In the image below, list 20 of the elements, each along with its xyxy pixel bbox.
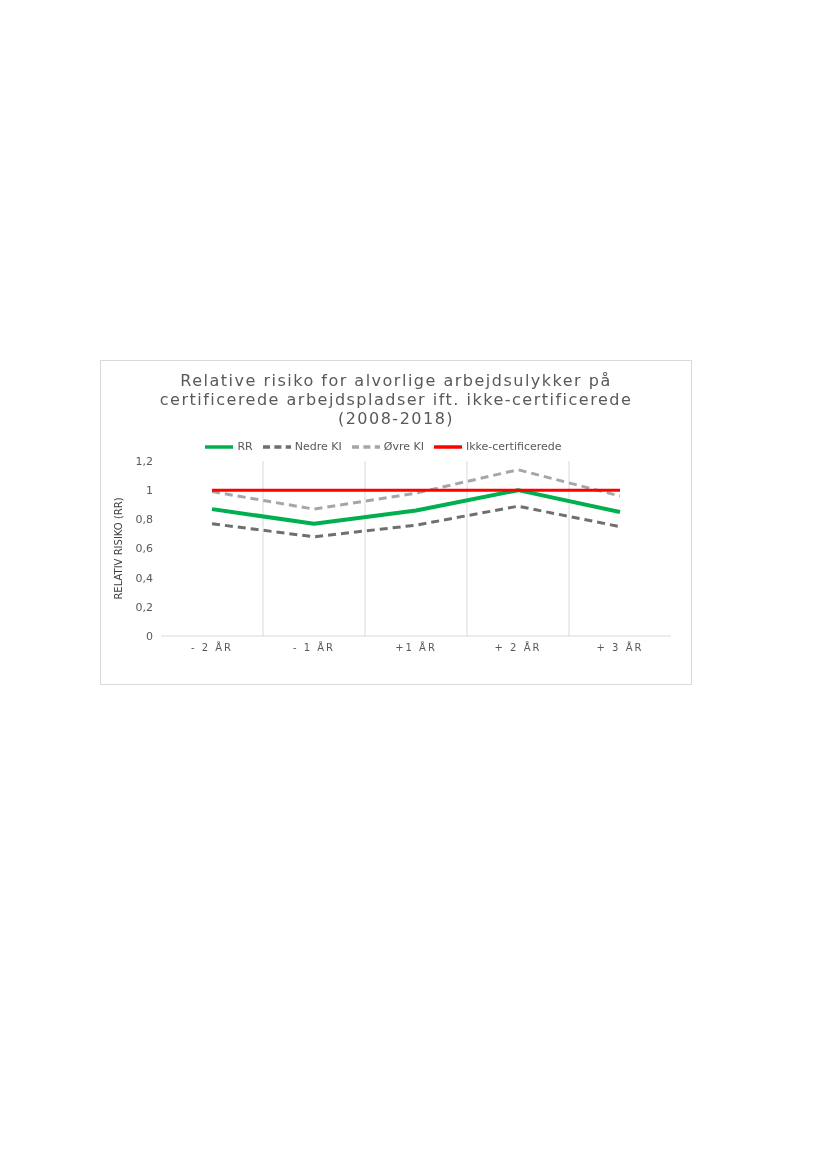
legend-label: Øvre KI bbox=[383, 440, 424, 453]
legend-label: RR bbox=[237, 440, 253, 453]
x-tick-label: - 1 ÅR bbox=[292, 641, 336, 654]
x-tick-label: + 2 ÅR bbox=[494, 641, 542, 654]
y-tick-label: 1,2 bbox=[135, 454, 153, 468]
legend-label: Nedre KI bbox=[294, 440, 342, 453]
chart-title: Relative risiko for alvorlige arbejdsulykker på certificerede arbejdspladser ift. ikke-certificerede (2008-2018) bbox=[158, 370, 634, 428]
x-tick-label: +1 ÅR bbox=[395, 641, 437, 654]
x-tick-label: + 3 ÅR bbox=[596, 641, 644, 654]
line-series bbox=[210, 488, 622, 526]
y-axis-title: RELATIV RISIKO (RR) bbox=[112, 497, 124, 600]
y-tick-label: 1 bbox=[146, 484, 153, 498]
y-tick-label: 0,8 bbox=[135, 513, 153, 527]
y-tick-label: 0,6 bbox=[135, 542, 153, 556]
x-tick-label: - 2 ÅR bbox=[190, 641, 234, 654]
legend-label: Ikke-certificerede bbox=[465, 440, 562, 453]
y-tick-label: 0 bbox=[146, 629, 153, 643]
y-tick-label: 0,4 bbox=[135, 571, 153, 585]
line-series bbox=[210, 468, 622, 511]
y-tick-label: 0,2 bbox=[135, 600, 153, 614]
